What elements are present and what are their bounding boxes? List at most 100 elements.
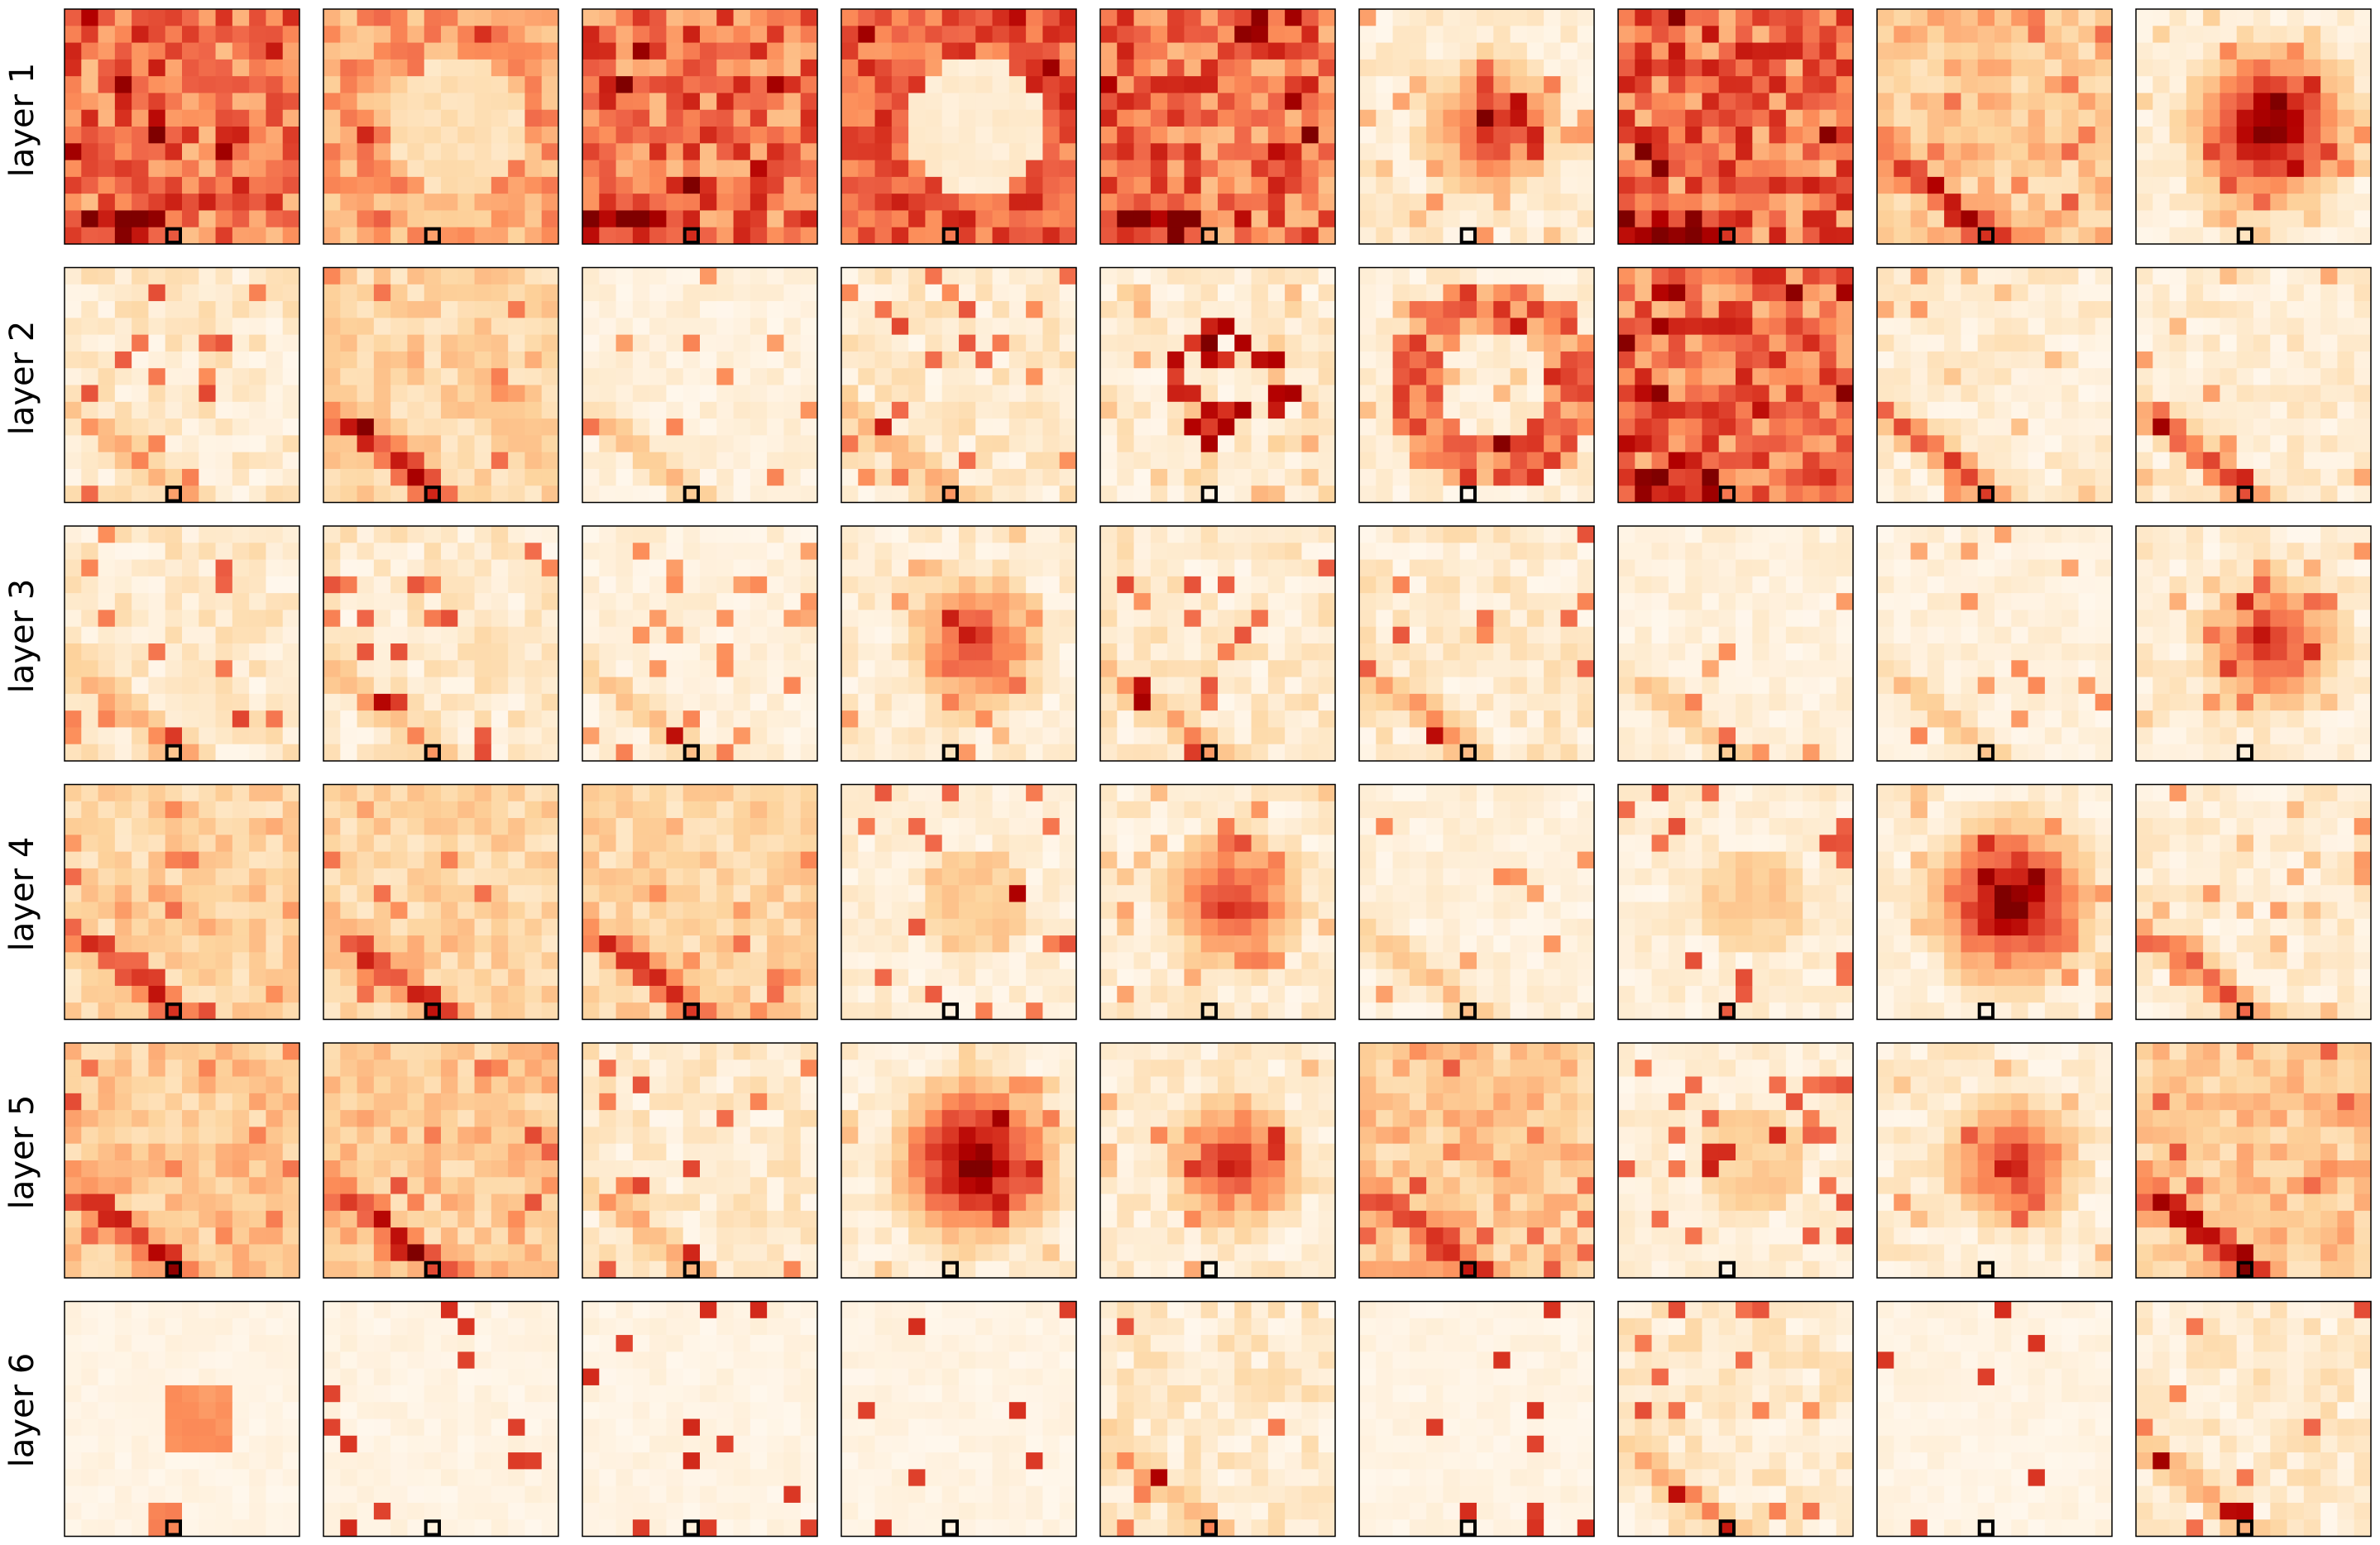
heatmap-cell	[282, 284, 300, 302]
heatmap-cell	[373, 452, 391, 470]
heatmap-cell	[1944, 176, 1962, 194]
heatmap-cell	[1285, 59, 1303, 77]
heatmap-cell	[1526, 160, 1544, 178]
heatmap-cell	[992, 109, 1010, 127]
heatmap-cell	[215, 42, 233, 60]
heatmap-cell	[2354, 176, 2372, 194]
heatmap-cell	[1526, 194, 1544, 212]
heatmap-cell	[1702, 486, 1720, 504]
heatmap-cell	[1234, 334, 1252, 352]
heatmap-cell	[767, 610, 785, 628]
heatmap-cell	[373, 351, 391, 369]
heatmap-cell	[114, 593, 132, 611]
heatmap-cell	[2270, 284, 2288, 302]
heatmap-cell	[1251, 109, 1269, 127]
heatmap-cell	[1702, 559, 1720, 577]
heatmap-cell	[1167, 267, 1185, 285]
heatmap-cell	[1736, 334, 1753, 352]
heatmap-cell	[767, 543, 785, 561]
heatmap-cell	[1008, 210, 1027, 228]
heatmap-cell	[800, 42, 818, 60]
heatmap-cell	[666, 643, 684, 661]
heatmap-cell	[2153, 267, 2171, 285]
heatmap-cell	[182, 351, 199, 369]
heatmap-cell	[1803, 610, 1821, 628]
heatmap-cell	[1544, 526, 1562, 543]
heatmap-cell	[1877, 127, 1894, 144]
heatmap-cell	[783, 610, 802, 628]
heatmap-cell	[841, 744, 859, 762]
heatmap-cell	[2095, 452, 2113, 470]
heatmap-cell	[182, 93, 199, 111]
heatmap-cell	[783, 284, 802, 302]
heatmap-cell	[1894, 468, 1912, 486]
heatmap-cell	[1008, 176, 1027, 194]
heatmap-cell	[2153, 176, 2171, 194]
heatmap-cell	[1995, 385, 2012, 403]
heatmap-cell	[1117, 160, 1135, 178]
heatmap-cell	[1267, 42, 1286, 60]
heatmap-cell	[2136, 452, 2153, 470]
heatmap-cell	[1685, 127, 1703, 144]
heatmap-cell	[148, 334, 166, 352]
panel-border	[1876, 266, 2113, 504]
heatmap-cell	[1736, 76, 1753, 94]
heatmap-cell	[407, 452, 425, 470]
heatmap-cell	[1510, 401, 1528, 419]
heatmap-cell	[182, 401, 199, 419]
heatmap-cell	[1526, 334, 1544, 352]
heatmap-cell	[165, 727, 183, 745]
heatmap-cell	[182, 127, 199, 144]
heatmap-cell	[1510, 385, 1528, 403]
heatmap-cell	[1042, 227, 1061, 245]
heatmap-cell	[1944, 419, 1962, 436]
heatmap-cell	[81, 543, 99, 561]
heatmap-cell	[1267, 301, 1286, 318]
heatmap-cell	[1910, 368, 1928, 386]
heatmap-cell	[524, 693, 543, 711]
heatmap-cell	[941, 93, 960, 111]
heatmap-cell	[2095, 401, 2113, 419]
heatmap-cell	[1200, 576, 1219, 594]
heatmap-cell	[1477, 176, 1494, 194]
heatmap-cell	[1184, 643, 1202, 661]
heatmap-cell	[2169, 227, 2187, 245]
heatmap-cell	[1234, 93, 1252, 111]
heatmap-cell	[1184, 727, 1202, 745]
heatmap-cell	[1376, 284, 1394, 302]
heatmap-cell	[357, 127, 375, 144]
heatmap-cell	[874, 543, 893, 561]
heatmap-cell	[1443, 576, 1461, 594]
heatmap-cell	[1752, 435, 1770, 453]
heatmap-cell	[1267, 643, 1286, 661]
heatmap-cell	[2253, 334, 2271, 352]
heatmap-cell	[1961, 318, 1979, 336]
heatmap-cell	[474, 468, 492, 486]
heatmap-cell	[81, 419, 99, 436]
heatmap-cell	[749, 727, 768, 745]
heatmap-cell	[165, 267, 183, 285]
heatmap-cell	[959, 660, 976, 678]
heatmap-cell	[2303, 26, 2321, 44]
heatmap-cell	[132, 9, 150, 26]
heatmap-cell	[1133, 59, 1152, 77]
heatmap-cell	[992, 160, 1010, 178]
heatmap-cell	[323, 9, 341, 26]
heatmap-cell	[1443, 610, 1461, 628]
heatmap-cell	[1785, 26, 1803, 44]
heatmap-cell	[1544, 419, 1562, 436]
heatmap-cell	[800, 267, 818, 285]
heatmap-cell	[98, 576, 116, 594]
heatmap-cell	[1702, 610, 1720, 628]
heatmap-cell	[1510, 452, 1528, 470]
heatmap-cell	[1026, 334, 1044, 352]
highlight-marker	[941, 227, 959, 244]
heatmap-cell	[249, 160, 267, 178]
heatmap-cell	[249, 318, 267, 336]
heatmap-cell	[2044, 526, 2062, 543]
heatmap-cell	[891, 660, 909, 678]
heatmap-cell	[424, 610, 442, 628]
heatmap-cell	[1560, 143, 1578, 161]
heatmap-cell	[1409, 109, 1427, 127]
heatmap-cell	[1944, 227, 1962, 245]
